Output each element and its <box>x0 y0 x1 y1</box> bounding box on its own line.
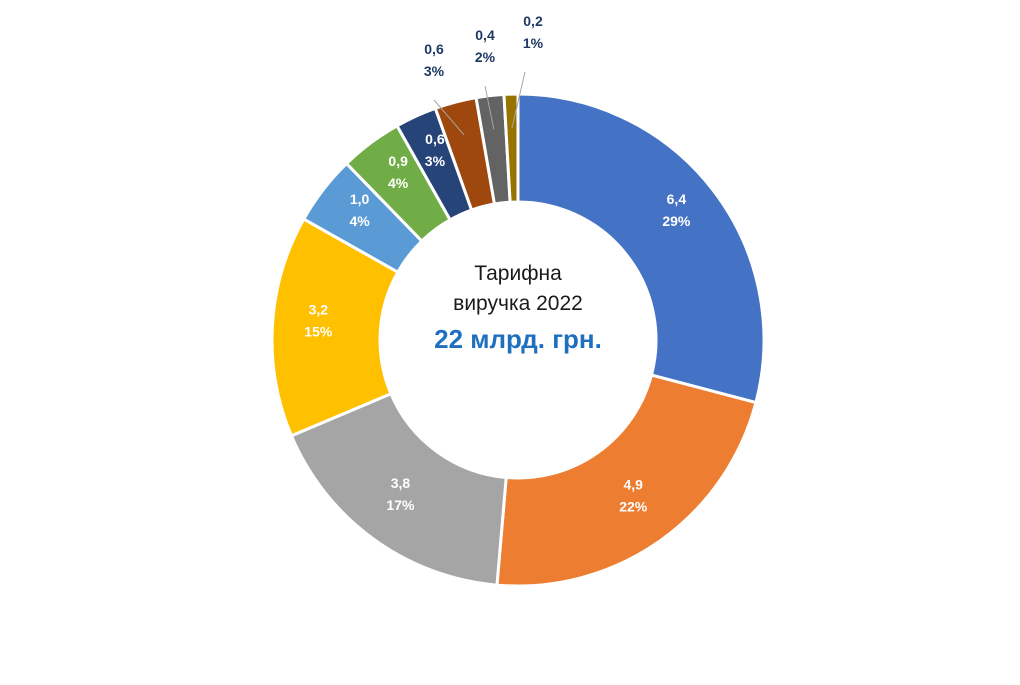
leader-line-8 <box>433 99 465 136</box>
slice-percent-label-8: 3% <box>424 63 445 79</box>
slice-value-label-7: 0,6 <box>425 131 445 147</box>
slice-value-label-3: 3,8 <box>391 475 411 491</box>
center-title-line2: виручка 2022 <box>453 292 583 315</box>
leader-line-9 <box>484 85 495 130</box>
slice-percent-label-6: 4% <box>388 175 409 191</box>
center-total: 22 млрд. грн. <box>434 324 602 354</box>
slice-percent-label-7: 3% <box>425 153 446 169</box>
slice-percent-label-9: 2% <box>475 49 496 65</box>
leader-line-10 <box>511 71 526 129</box>
slice-value-label-10: 0,2 <box>523 13 543 29</box>
slice-percent-label-4: 15% <box>304 324 333 340</box>
slice-value-label-1: 6,4 <box>667 191 687 207</box>
donut-slice-10 <box>502 92 520 204</box>
slice-percent-label-2: 22% <box>619 498 648 514</box>
data-labels-layer: 6,4 29% 4,9 22% 3,8 17% 3,2 15% 1,0 4% 0,9 4% 0,6 3% 0… <box>304 13 691 514</box>
donut-slice-4 <box>270 216 400 438</box>
slice-value-label-8: 0,6 <box>424 41 444 57</box>
donut-slice-2 <box>495 373 758 588</box>
slices-layer <box>270 92 766 588</box>
slice-value-label-9: 0,4 <box>475 27 495 43</box>
leader-lines-layer <box>433 71 526 136</box>
center-title-line1: Тарифна <box>474 262 562 285</box>
slice-value-label-4: 3,2 <box>309 302 329 318</box>
slice-percent-label-3: 17% <box>386 497 415 513</box>
slice-percent-label-1: 29% <box>662 213 691 229</box>
donut-slice-3 <box>289 391 508 587</box>
center-label: Тарифна виручка 2022 22 млрд. грн. <box>434 262 602 354</box>
slice-value-label-5: 1,0 <box>350 191 370 207</box>
slice-value-label-2: 4,9 <box>624 476 644 492</box>
slice-percent-label-10: 1% <box>523 35 544 51</box>
slice-value-label-6: 0,9 <box>388 153 408 169</box>
donut-slice-1 <box>516 92 766 405</box>
slice-percent-label-5: 4% <box>350 213 371 229</box>
